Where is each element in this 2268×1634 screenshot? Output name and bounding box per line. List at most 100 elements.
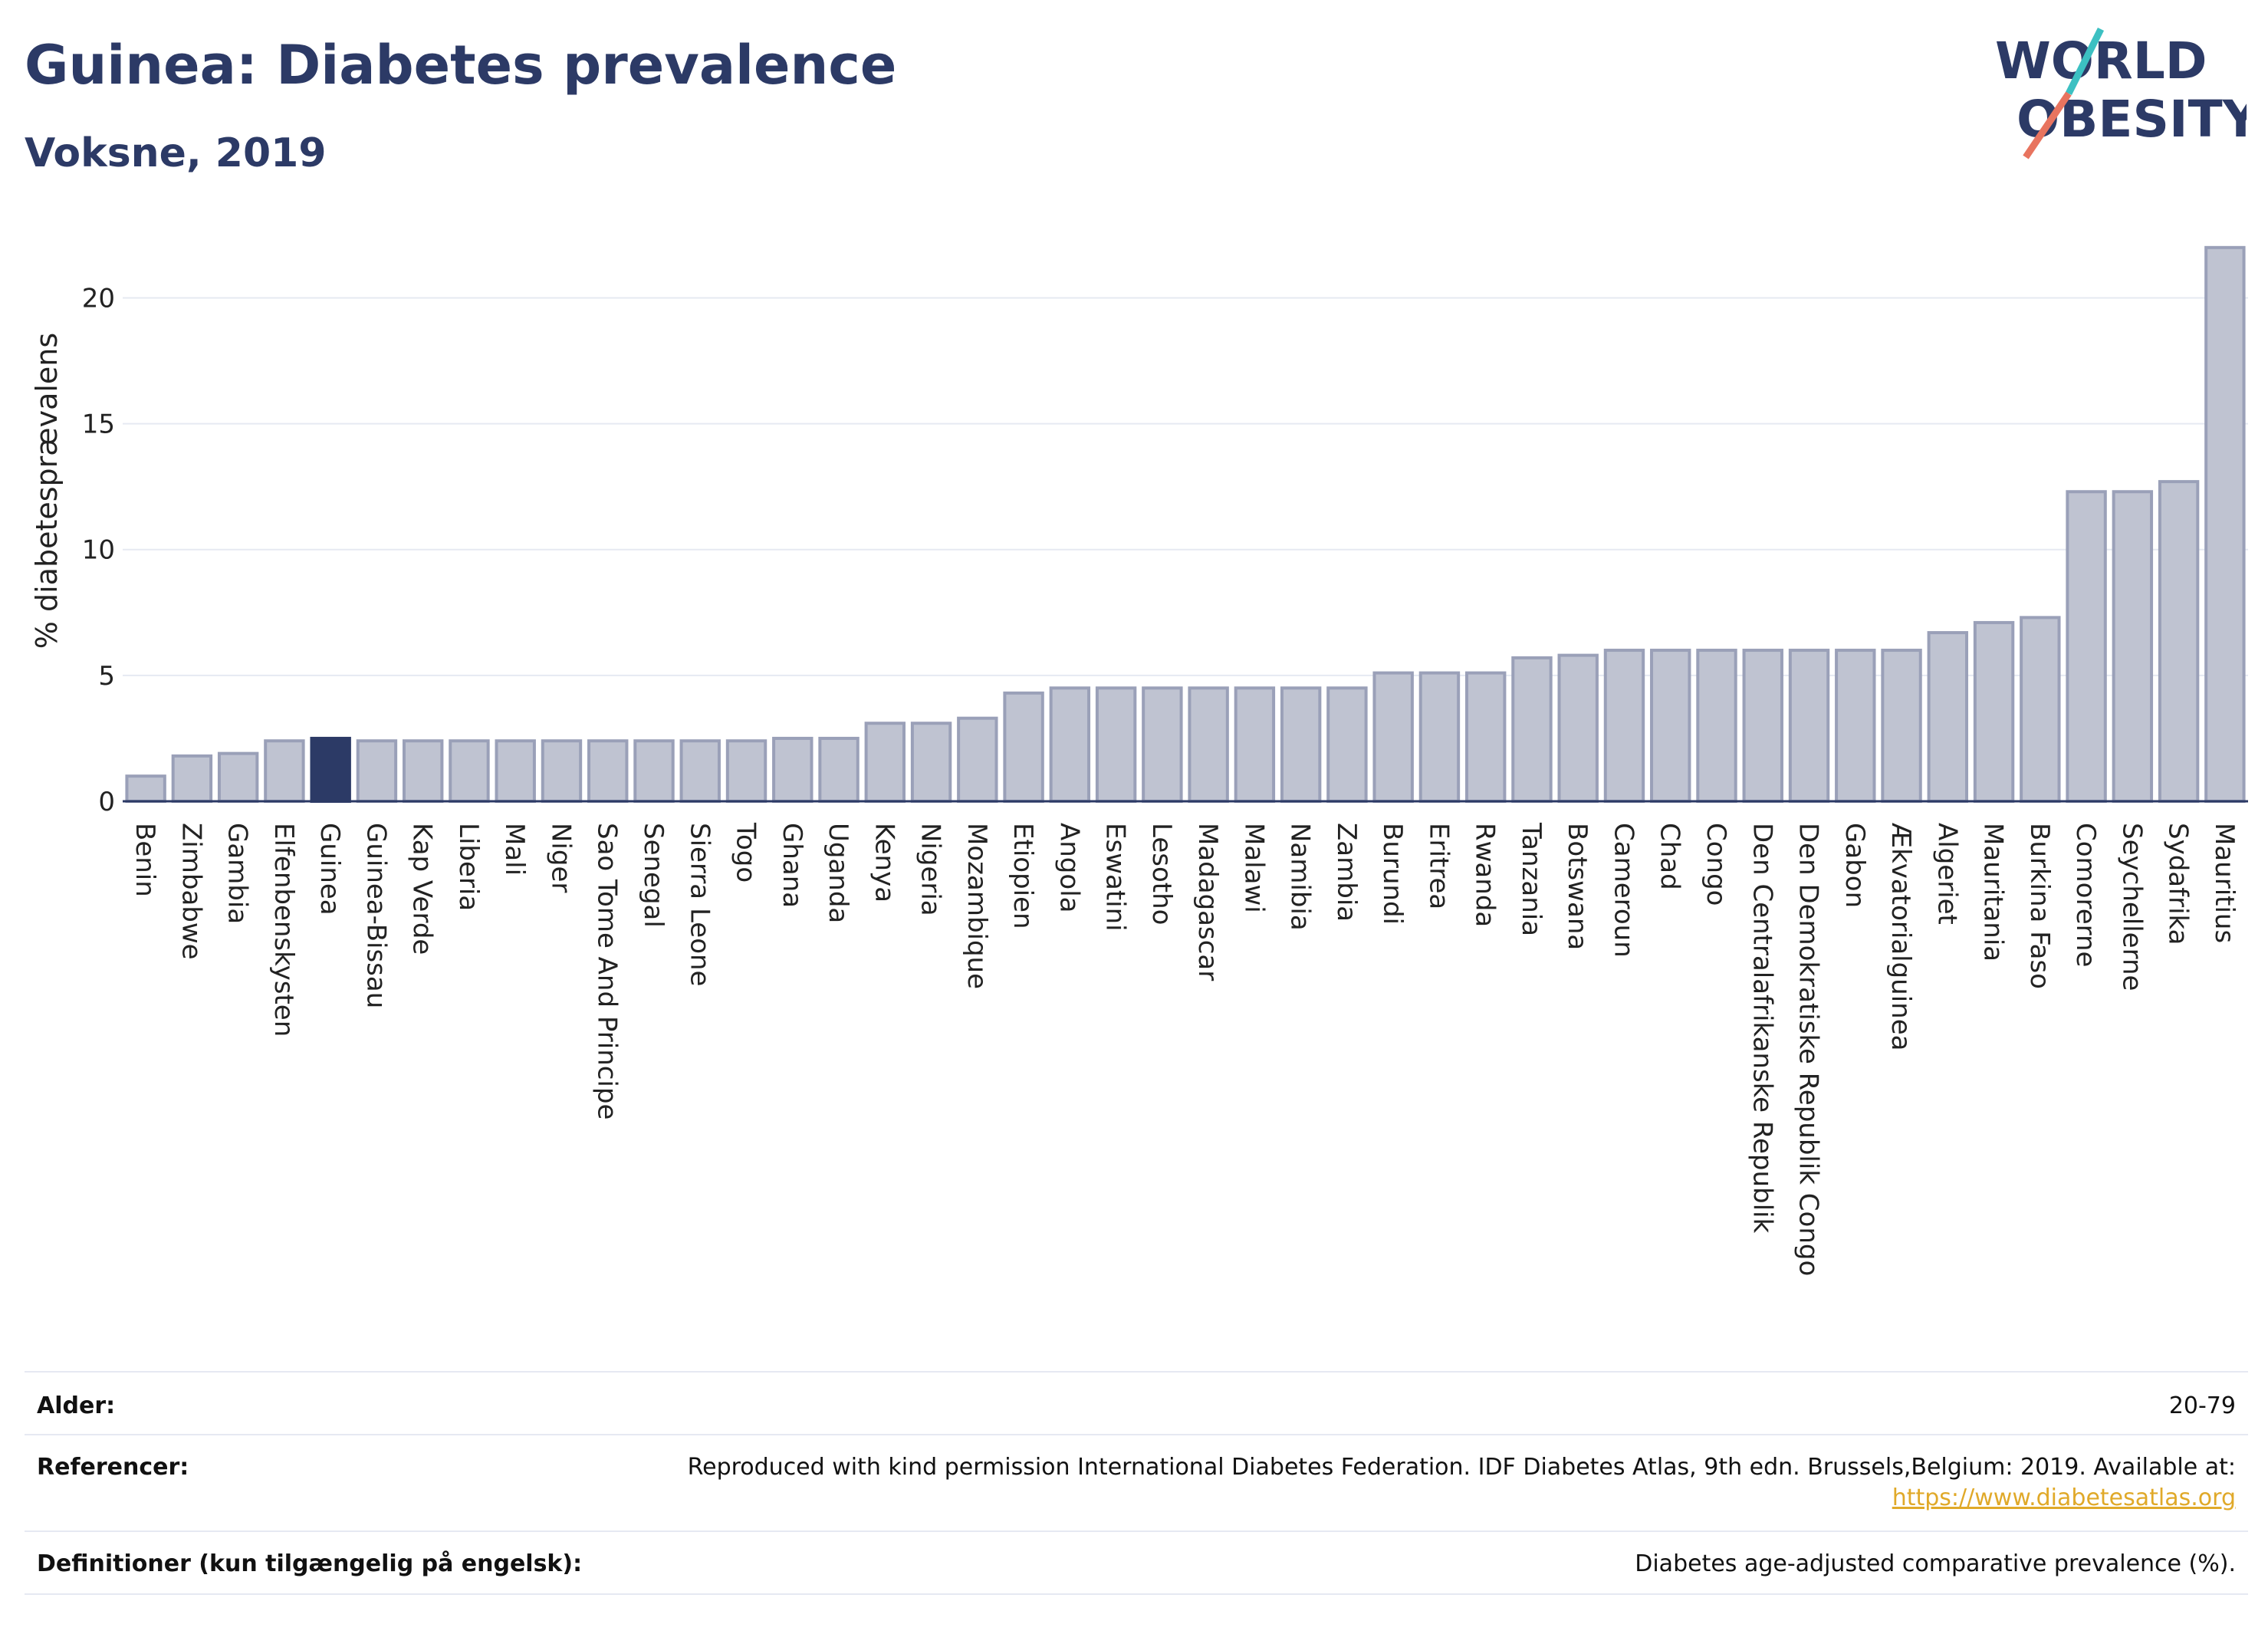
y-tick-label: 0 [98, 787, 115, 817]
bar [1835, 649, 1876, 803]
definitions-value: Diabetes age-adjusted comparative preval… [1635, 1550, 2236, 1577]
bar [1418, 671, 1461, 804]
axes: 0 5 10 15 20 [82, 283, 2248, 817]
logo-slash-coral [2023, 91, 2072, 159]
x-tick-label: Liberia [453, 823, 484, 911]
bar [495, 739, 536, 804]
bar [1280, 686, 1322, 803]
age-value: 20-79 [2168, 1392, 2236, 1419]
bar [910, 722, 952, 804]
x-tick-label: Senegal [638, 823, 669, 928]
x-tick-label: Seychellerne [2116, 823, 2147, 991]
y-tick-label: 10 [82, 535, 115, 566]
logo-text-world: WORLD [1995, 31, 2207, 90]
x-tick-label: Eswatini [1100, 823, 1131, 932]
x-tick-label: Algeriet [1931, 823, 1962, 925]
bar [1881, 649, 1922, 803]
y-tick-label: 20 [82, 283, 115, 314]
bar [725, 739, 768, 804]
x-tick-label: Sydafrika [2163, 823, 2194, 945]
world-obesity-logo: WORLD OBESITY [1995, 27, 2247, 159]
bar [1557, 653, 1599, 804]
x-tick-label: Elfenbenskysten [268, 823, 299, 1037]
bar [1095, 686, 1137, 803]
x-tick-label: Tanzania [1516, 822, 1547, 936]
bar [356, 739, 398, 804]
bar [2112, 490, 2154, 803]
grid-lines [123, 297, 2248, 676]
metadata-table: Alder: 20-79 Referencer: Reproduced with… [25, 1371, 2248, 1601]
bar [1372, 671, 1414, 804]
bar-chart: 0 5 10 15 20 Benin Zimbabwe Gambia Elfenbenskys… [30, 245, 2248, 1276]
bar [957, 716, 998, 803]
bar [1511, 656, 1553, 803]
bar [2020, 616, 2061, 803]
bars [125, 245, 2246, 804]
x-tick-label: Togo [731, 822, 761, 883]
y-tick-label: 5 [98, 661, 115, 692]
bar [1927, 631, 1969, 804]
x-tick-label: Benin [130, 823, 160, 897]
bar [1973, 620, 2015, 803]
x-tick-label: Etiopien [1007, 823, 1038, 929]
x-tick-label: Den Demokratiske Republik Congo [1793, 823, 1824, 1276]
x-tick-label: Ghana [777, 823, 807, 908]
age-label: Alder: [37, 1392, 116, 1419]
x-tick-label: Cameroun [1608, 823, 1639, 958]
bar [217, 751, 259, 803]
x-tick-label: Gabon [1839, 823, 1870, 908]
x-tick-label: Congo [1701, 823, 1731, 906]
references-link[interactable]: https://www.diabetesatlas.org [1892, 1484, 2236, 1511]
bar [633, 739, 675, 804]
x-tick-label: Nigeria [915, 823, 946, 916]
bar [264, 739, 305, 804]
x-tick-label: Den Centralafrikanske Republik [1747, 823, 1777, 1233]
bar [1234, 686, 1276, 803]
category-labels: Benin Zimbabwe Gambia Elfenbenskysten Guinea… [130, 822, 2240, 1276]
bar [1188, 686, 1229, 803]
x-tick-label: Zimbabwe [176, 823, 206, 960]
x-tick-label: Gambia [222, 823, 253, 924]
x-tick-label: Guinea-Bissau [360, 823, 391, 1008]
x-tick-label: Kenya [869, 823, 899, 902]
x-tick-label: Madagascar [1192, 823, 1223, 981]
x-tick-label: Mali [499, 823, 530, 876]
x-tick-label: Burundi [1377, 823, 1408, 925]
references-value: Reproduced with kind permission Internat… [687, 1454, 2236, 1481]
bar [1464, 671, 1507, 804]
x-tick-label: Mozambique [961, 823, 992, 989]
x-tick-label: Chad [1655, 823, 1685, 890]
meta-row-references: Referencer: Reproduced with kind permiss… [25, 1434, 2248, 1532]
x-tick-label: Burkina Faso [2024, 823, 2055, 989]
bar [679, 739, 721, 804]
x-tick-label: Mauritius [2209, 823, 2240, 943]
meta-row-age: Alder: 20-79 [25, 1371, 2248, 1435]
x-tick-label: Comorerne [2070, 823, 2101, 967]
x-tick-label: Sierra Leone [684, 823, 715, 986]
bar [1742, 649, 1783, 803]
x-tick-label: Mauritania [1978, 823, 2009, 962]
x-tick-label: Lesotho [1146, 823, 1177, 925]
bar [587, 739, 629, 804]
bar [2158, 480, 2200, 803]
x-tick-label: Botswana [1562, 823, 1593, 950]
x-tick-label: Guinea [314, 823, 345, 916]
bar [171, 754, 213, 803]
bar [1603, 649, 1645, 803]
x-tick-label: Kap Verde [407, 823, 438, 955]
x-tick-label: Zambia [1331, 823, 1362, 922]
bar [125, 774, 166, 803]
x-tick-label: Sao Tome And Principe [592, 823, 623, 1119]
x-tick-label: Niger [545, 823, 576, 893]
bar [1696, 649, 1737, 803]
chart-title: Guinea: Diabetes prevalence [25, 34, 897, 97]
bar [1049, 686, 1091, 803]
x-tick-label: Rwanda [1470, 823, 1500, 927]
bar [818, 736, 860, 803]
x-tick-label: Uganda [823, 823, 853, 923]
x-tick-label: Ækvatorialguinea [1885, 823, 1916, 1050]
references-label: Referencer: [37, 1454, 189, 1481]
x-tick-label: Eritrea [1423, 823, 1454, 909]
chart-subtitle: Voksne, 2019 [25, 130, 327, 176]
meta-row-definitions: Definitioner (kun tilgængelig på engelsk… [25, 1530, 2248, 1595]
